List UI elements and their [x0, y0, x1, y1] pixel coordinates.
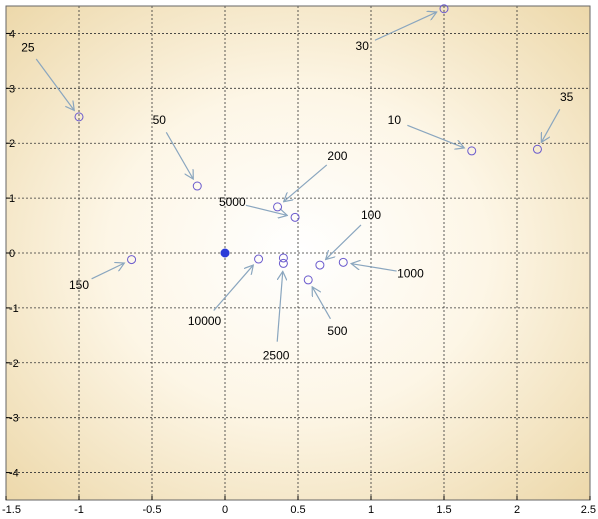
y-tick-label: 2 [9, 138, 15, 150]
point-50 [192, 181, 202, 191]
label-2500: 2500 [263, 349, 290, 363]
arrow-10 [407, 124, 463, 147]
point-5000 [290, 212, 300, 222]
point-2500 [278, 258, 288, 268]
y-tick-label: 1 [9, 193, 15, 205]
arrow-10000 [213, 266, 253, 311]
y-tick-label: 3 [9, 83, 15, 95]
label-5000: 5000 [219, 195, 246, 209]
point-origin [220, 248, 230, 258]
label-30: 30 [356, 39, 370, 53]
point-30 [439, 4, 449, 14]
point-unlabeled [278, 253, 288, 263]
point-10 [467, 146, 477, 156]
point-10000 [254, 254, 264, 264]
y-tick-label: -1 [9, 303, 19, 315]
arrow-35 [542, 109, 561, 141]
arrow-2500 [276, 272, 282, 342]
x-tick-label: 1 [368, 504, 374, 516]
annotation-labels: 10 25 30 35 50 100 150 200 500 1000 2500 5000 10000 [21, 39, 573, 363]
y-tick-label: 0 [9, 248, 15, 260]
y-tick-label: -4 [9, 468, 19, 480]
x-tick-label: -1.5 [2, 504, 21, 516]
point-200 [273, 202, 283, 212]
arrow-50 [165, 131, 192, 178]
point-150 [127, 255, 137, 265]
x-tick-label: 2.5 [581, 504, 596, 516]
y-tick-label: -3 [9, 413, 19, 425]
point-500 [303, 275, 313, 285]
arrow-100 [326, 224, 362, 259]
annotation-arrows [35, 12, 561, 342]
x-tick-label: 0.5 [290, 504, 305, 516]
label-500: 500 [327, 324, 347, 338]
label-1000: 1000 [397, 266, 424, 280]
label-150: 150 [69, 278, 89, 292]
arrow-200 [284, 164, 328, 201]
x-tick-label: -0.5 [143, 504, 162, 516]
label-25: 25 [21, 41, 35, 55]
point-100 [315, 260, 325, 270]
arrow-25 [35, 58, 73, 110]
arrow-5000 [245, 204, 286, 215]
x-tick-label: -1 [74, 504, 84, 516]
arrow-30 [374, 12, 436, 41]
arrow-500 [313, 288, 331, 320]
x-tick-label: 1.5 [436, 504, 451, 516]
x-tick-label: 0 [222, 504, 228, 516]
data-points [74, 4, 542, 285]
point-25 [74, 112, 84, 122]
point-1000 [338, 257, 348, 267]
point-35 [532, 144, 542, 154]
arrow-1000 [352, 264, 397, 272]
label-10: 10 [388, 113, 402, 127]
arrow-150 [91, 263, 124, 280]
label-50: 50 [153, 113, 167, 127]
x-tick-label: 2 [514, 504, 520, 516]
label-100: 100 [361, 208, 381, 222]
y-tick-label: 4 [9, 28, 15, 40]
label-200: 200 [327, 149, 347, 163]
y-tick-label: -2 [9, 358, 19, 370]
label-35: 35 [560, 90, 574, 104]
label-10000: 10000 [188, 314, 222, 328]
grid [6, 6, 590, 500]
